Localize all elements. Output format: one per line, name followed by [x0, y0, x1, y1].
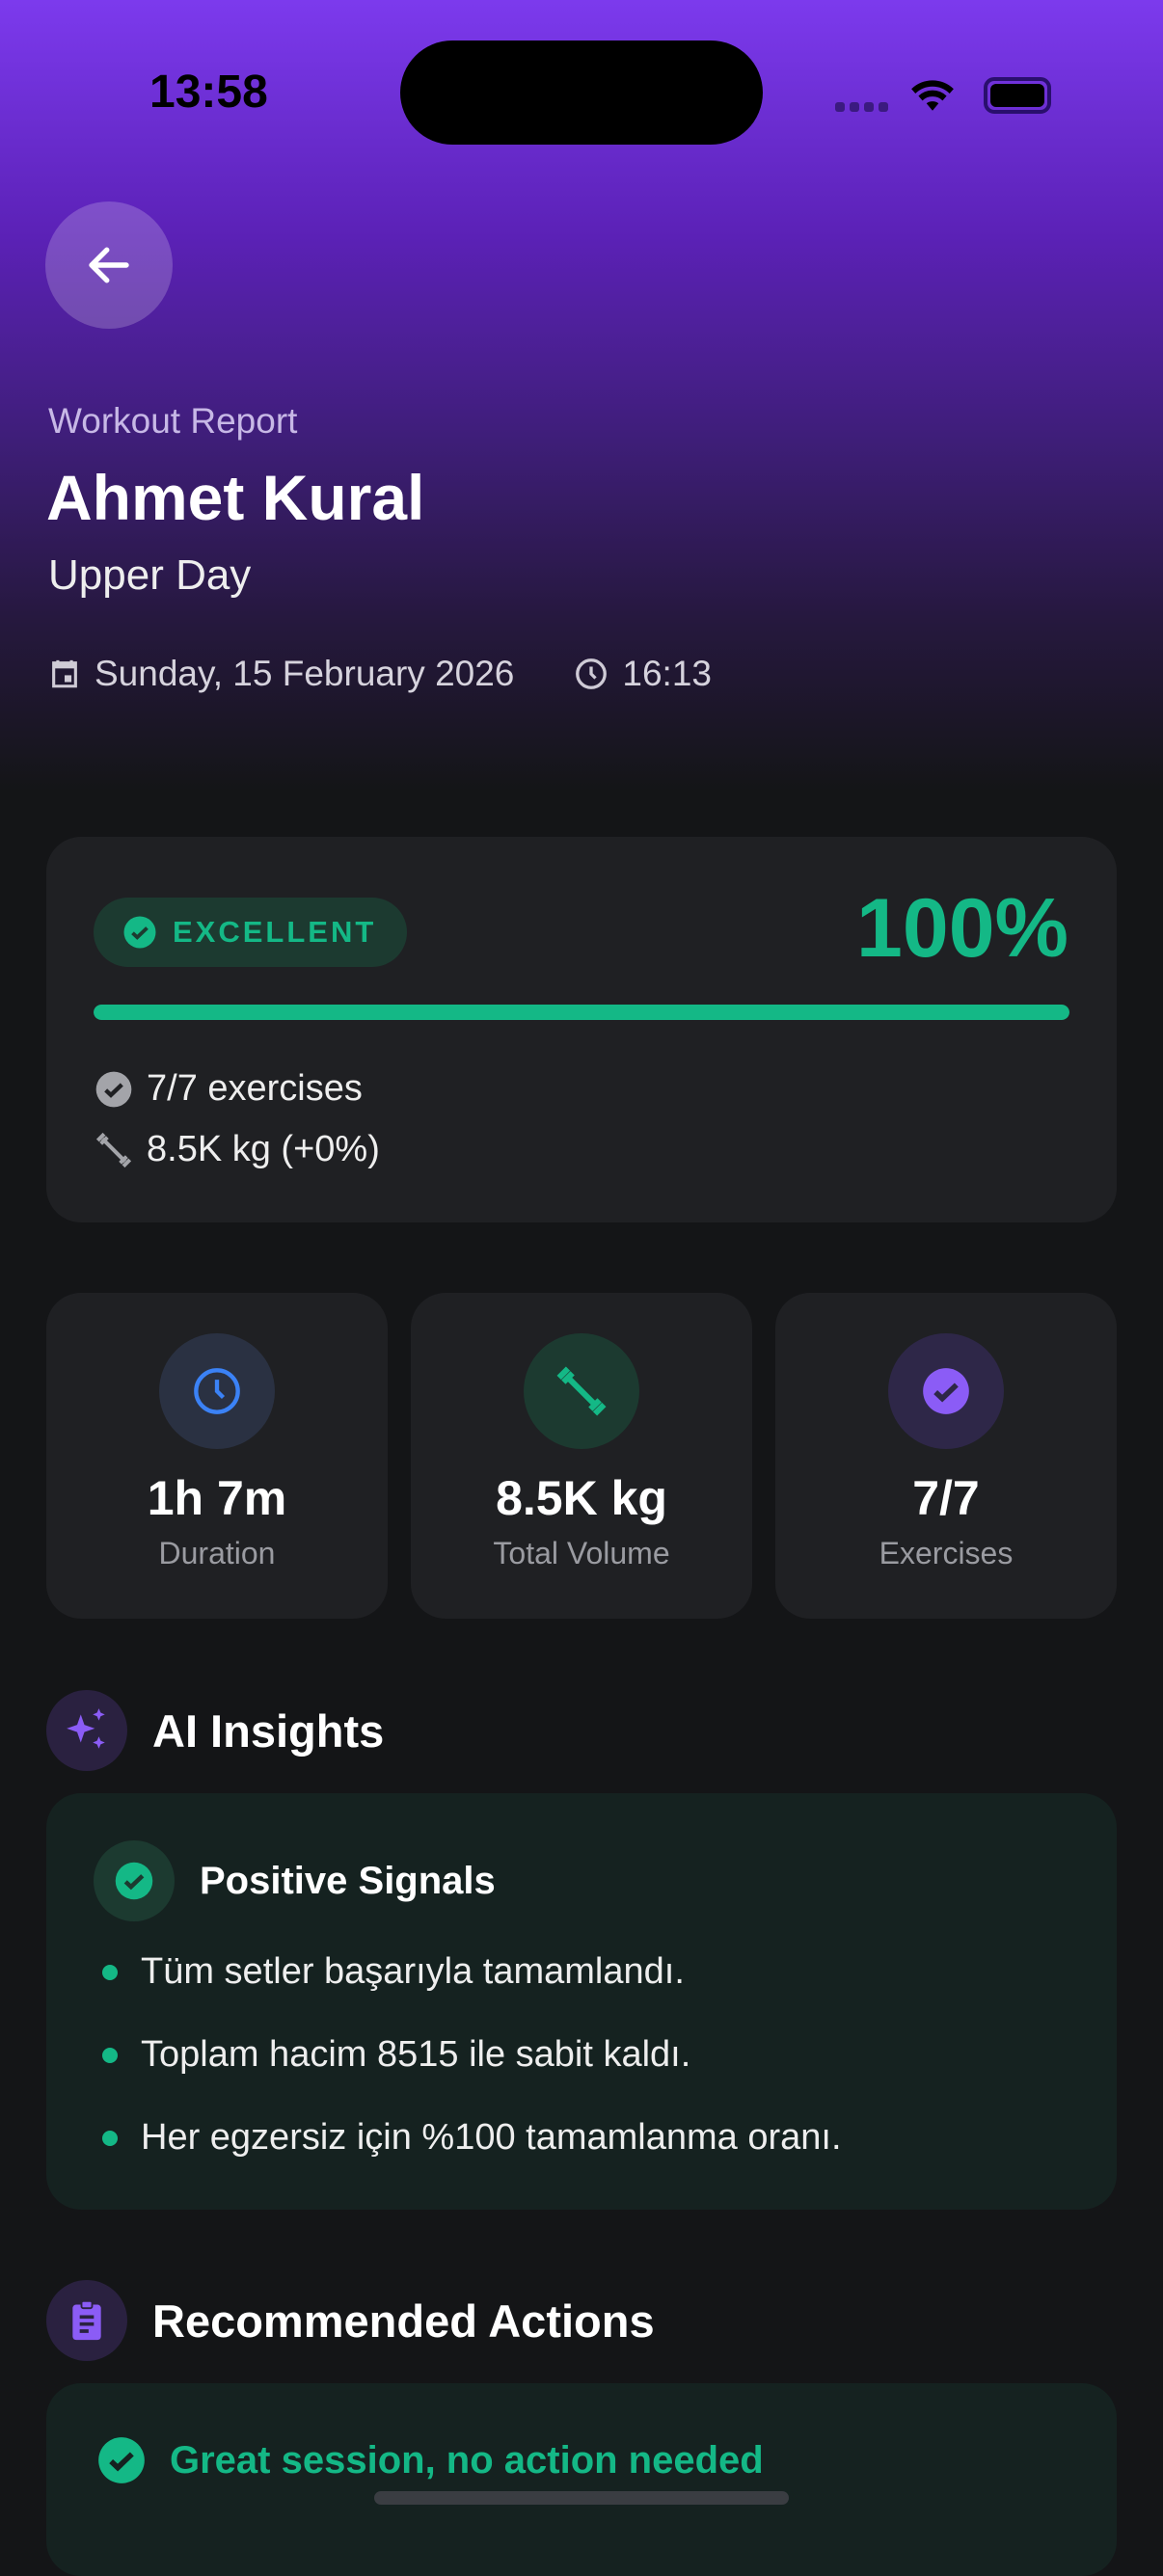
score-card: EXCELLENT 100% 7/7 exercises 8.5K kg (+0…: [46, 837, 1117, 1222]
workout-name: Upper Day: [48, 551, 252, 599]
dumbbell-icon: [524, 1333, 639, 1449]
stat-value: 1h 7m: [147, 1471, 287, 1525]
positive-signals-header: Positive Signals: [94, 1840, 496, 1921]
workout-time: 16:13: [622, 654, 712, 693]
cellular-signal-icon: [835, 102, 888, 112]
exercises-text: 7/7 exercises: [147, 1068, 363, 1109]
wifi-icon: [911, 80, 954, 111]
stat-card-duration: 1h 7m Duration: [46, 1293, 388, 1619]
insight-item: Toplam hacim 8515 ile sabit kaldı.: [102, 2034, 690, 2076]
volume-text: 8.5K kg (+0%): [147, 1129, 380, 1169]
workout-date: Sunday, 15 February 2026: [95, 654, 515, 693]
stat-label: Exercises: [879, 1536, 1014, 1570]
completion-percent: 100%: [856, 882, 1068, 975]
action-item: Great session, no action needed: [96, 2435, 764, 2485]
insight-item: Tüm setler başarıyla tamamlandı.: [102, 1951, 685, 1993]
sparkles-icon: [46, 1690, 127, 1771]
bullet-icon: [102, 2130, 118, 2146]
stat-card-volume: 8.5K kg Total Volume: [411, 1293, 752, 1619]
calendar-icon: [52, 659, 77, 688]
dumbbell-icon: [95, 1132, 132, 1167]
check-circle-icon: [98, 2437, 145, 2483]
section-title: Recommended Actions: [152, 2294, 655, 2347]
report-subtitle: Workout Report: [48, 401, 298, 441]
insight-text: Her egzersiz için %100 tamamlanma oranı.: [141, 2117, 842, 2158]
insight-item: Her egzersiz için %100 tamamlanma oranı.: [102, 2117, 842, 2159]
recommended-actions-header: Recommended Actions: [46, 2280, 655, 2361]
volume-summary: 8.5K kg (+0%): [95, 1129, 380, 1170]
dynamic-island: [400, 40, 763, 145]
group-title: Positive Signals: [200, 1859, 496, 1902]
stat-label: Duration: [158, 1536, 276, 1570]
progress-fill: [94, 1005, 1069, 1020]
check-circle-icon: [888, 1333, 1004, 1449]
clock-icon: [159, 1333, 275, 1449]
battery-icon: [984, 77, 1051, 114]
ai-insights-header: AI Insights: [46, 1690, 384, 1771]
arrow-left-icon: [89, 247, 129, 283]
insight-text: Toplam hacim 8515 ile sabit kaldı.: [141, 2034, 691, 2075]
insight-text: Tüm setler başarıyla tamamlandı.: [141, 1951, 685, 1992]
rating-badge: EXCELLENT: [94, 898, 408, 967]
completion-progress-bar: [94, 1005, 1069, 1020]
positive-signals-card: Positive Signals Tüm setler başarıyla ta…: [46, 1793, 1117, 2210]
clock-icon: [576, 658, 608, 689]
stat-card-exercises: 7/7 Exercises: [775, 1293, 1117, 1619]
stat-label: Total Volume: [493, 1536, 670, 1570]
action-card: Great session, no action needed: [46, 2383, 1117, 2576]
action-message: Great session, no action needed: [170, 2438, 764, 2482]
check-circle-icon: [94, 1840, 175, 1921]
athlete-name: Ahmet Kural: [46, 462, 425, 533]
check-circle-icon: [123, 916, 156, 949]
clipboard-icon: [46, 2280, 127, 2361]
exercises-summary: 7/7 exercises: [95, 1068, 363, 1110]
stat-value: 8.5K kg: [496, 1471, 667, 1525]
section-title: AI Insights: [152, 1704, 385, 1757]
status-time: 13:58: [149, 67, 268, 118]
date-time-row: Sunday, 15 February 2026 16:13: [48, 654, 712, 694]
back-button[interactable]: [45, 201, 173, 329]
home-indicator[interactable]: [374, 2491, 789, 2505]
check-circle-icon: [95, 1071, 132, 1107]
bullet-icon: [102, 2047, 118, 2063]
rating-label: EXCELLENT: [173, 915, 377, 949]
bullet-icon: [102, 1964, 118, 1980]
stat-value: 7/7: [912, 1471, 980, 1525]
